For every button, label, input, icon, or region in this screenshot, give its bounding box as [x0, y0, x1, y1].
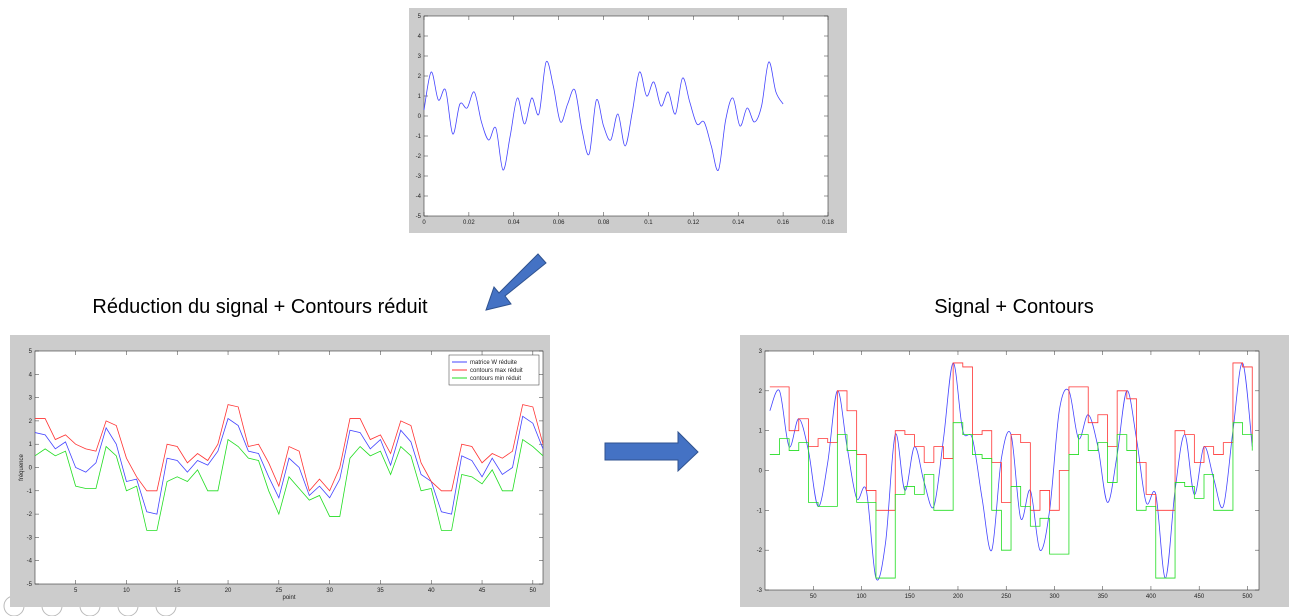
x-tick-label: 0.16: [777, 220, 789, 226]
x-tick-label: 250: [1001, 594, 1012, 600]
y-tick-label: -2: [757, 548, 763, 554]
x-tick-label: 0.12: [687, 220, 699, 226]
plot-area: [764, 350, 1260, 591]
x-tick-label: 50: [810, 594, 817, 600]
x-tick-label: 20: [225, 588, 232, 594]
y-tick-label: 1: [29, 442, 33, 448]
x-tick-label: 0.08: [598, 220, 610, 226]
y-tick-label: 3: [29, 396, 33, 402]
x-axis-label: point: [282, 595, 295, 601]
y-tick-label: -4: [27, 559, 33, 565]
arrow-right: [604, 430, 699, 473]
chart-title: Signal + Contours: [934, 296, 1094, 318]
y-tick-label: 2: [418, 74, 422, 80]
plot-area: [34, 350, 544, 585]
y-tick-label: -3: [416, 174, 422, 180]
y-tick-label: -3: [757, 588, 763, 594]
x-tick-label: 0.06: [553, 220, 565, 226]
y-tick-label: -5: [27, 582, 33, 588]
y-tick-label: 1: [418, 94, 422, 100]
series-line: [35, 404, 544, 492]
legend-label: contours min réduit: [470, 376, 521, 382]
y-axis-label: fréquence: [19, 453, 25, 480]
legend-label: contours max réduit: [470, 368, 523, 374]
y-tick-label: 0: [418, 114, 422, 120]
y-tick-label: -1: [757, 508, 763, 514]
y-tick-label: -2: [27, 512, 33, 518]
arrow-down-left: [485, 253, 547, 311]
x-tick-label: 100: [856, 594, 867, 600]
x-tick-label: 5: [74, 588, 78, 594]
plot-area: [423, 15, 829, 217]
x-tick-label: 400: [1146, 594, 1157, 600]
y-tick-label: 0: [29, 466, 33, 472]
x-tick-label: 300: [1049, 594, 1060, 600]
y-tick-label: 2: [29, 419, 33, 425]
y-tick-label: 0: [759, 469, 763, 475]
x-tick-label: 30: [326, 588, 333, 594]
x-tick-label: 15: [174, 588, 181, 594]
x-tick-label: 500: [1242, 594, 1253, 600]
x-tick-label: 150: [905, 594, 916, 600]
series-line: [769, 422, 1253, 579]
legend-label: matrice W réduite: [470, 360, 518, 366]
x-tick-label: 450: [1194, 594, 1205, 600]
y-tick-label: 3: [418, 54, 422, 60]
x-tick-label: 10: [123, 588, 130, 594]
x-tick-label: 0.14: [732, 220, 744, 226]
y-tick-label: 4: [418, 34, 422, 40]
x-tick-label: 40: [428, 588, 435, 594]
y-tick-label: 2: [759, 389, 763, 395]
y-tick-label: -2: [416, 154, 422, 160]
x-tick-label: 0.1: [644, 220, 653, 226]
series-line: [423, 60, 784, 171]
series-line: [34, 415, 544, 515]
y-tick-label: 1: [759, 429, 763, 435]
series-line: [769, 362, 1253, 511]
y-tick-label: -1: [416, 134, 422, 140]
y-tick-label: -4: [416, 194, 422, 200]
y-tick-label: 3: [759, 349, 763, 355]
x-tick-label: 350: [1098, 594, 1109, 600]
x-tick-label: 0: [422, 220, 426, 226]
x-tick-label: 200: [953, 594, 964, 600]
series-line: [34, 438, 544, 531]
x-tick-label: 0.04: [508, 220, 520, 226]
x-tick-label: 25: [275, 588, 282, 594]
chart-title: Réduction du signal + Contours réduit: [92, 296, 428, 318]
y-tick-label: -1: [27, 489, 33, 495]
y-tick-label: 5: [29, 349, 33, 355]
y-tick-label: -5: [416, 214, 422, 220]
y-tick-label: -3: [27, 535, 33, 541]
x-tick-label: 50: [529, 588, 536, 594]
x-tick-label: 0.02: [463, 220, 475, 226]
y-tick-label: 4: [29, 372, 33, 378]
y-tick-label: 5: [418, 14, 422, 20]
x-tick-label: 0.18: [822, 220, 834, 226]
x-tick-label: 35: [377, 588, 384, 594]
x-tick-label: 45: [479, 588, 486, 594]
